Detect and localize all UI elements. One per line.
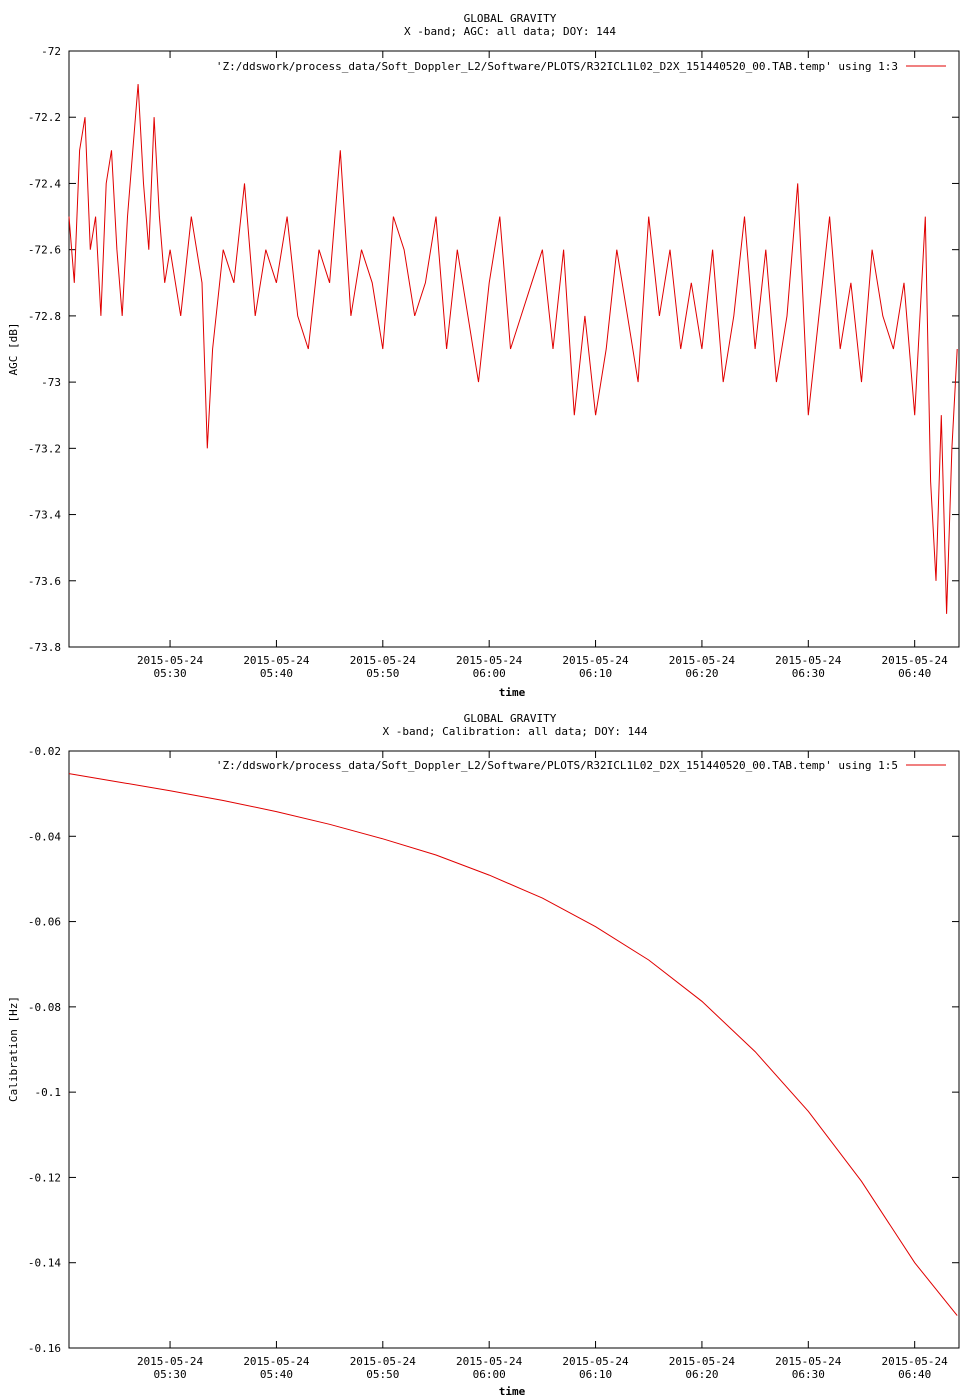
- agc-chart: GLOBAL GRAVITY X -band; AGC: all data; D…: [7, 12, 960, 699]
- legend-label: 'Z:/ddswork/process_data/Soft_Doppler_L2…: [216, 759, 898, 772]
- plot-frame: [68, 750, 960, 1349]
- x-tick-label-time: 05:40: [260, 667, 293, 680]
- x-tick-label-date: 2015-05-24: [350, 654, 417, 667]
- x-tick-label-time: 06:30: [792, 1368, 825, 1381]
- y-tick-label: -73.4: [28, 509, 61, 522]
- y-tick-label: -0.02: [28, 745, 61, 758]
- x-tick-label-date: 2015-05-24: [137, 1355, 204, 1368]
- y-tick-label: -0.16: [28, 1342, 61, 1355]
- y-tick-label: -0.06: [28, 916, 61, 929]
- x-tick-label-time: 05:30: [153, 667, 186, 680]
- x-axis-ticks: 2015-05-2405:302015-05-2405:402015-05-24…: [137, 51, 948, 680]
- y-tick-label: -0.14: [28, 1257, 61, 1270]
- x-axis-ticks: 2015-05-2405:302015-05-2405:402015-05-24…: [137, 751, 948, 1381]
- x-tick-label-date: 2015-05-24: [243, 654, 310, 667]
- y-tick-label: -0.08: [28, 1001, 61, 1014]
- x-tick-label-time: 06:20: [685, 667, 718, 680]
- x-tick-label-date: 2015-05-24: [137, 654, 204, 667]
- x-tick-label-date: 2015-05-24: [350, 1355, 417, 1368]
- y-tick-label: -72.2: [28, 111, 61, 124]
- agc-series-line: [68, 84, 958, 614]
- y-tick-label: -72.6: [28, 244, 61, 257]
- chart-subtitle: X -band; Calibration: all data; DOY: 144: [383, 725, 648, 738]
- x-tick-label-time: 06:00: [473, 1368, 506, 1381]
- x-tick-label-date: 2015-05-24: [456, 654, 523, 667]
- y-tick-label: -73.8: [28, 641, 61, 654]
- x-tick-label-time: 06:30: [792, 667, 825, 680]
- x-tick-label-date: 2015-05-24: [775, 654, 842, 667]
- y-tick-label: -0.12: [28, 1171, 61, 1184]
- y-tick-label: -72: [41, 45, 61, 58]
- x-tick-label-date: 2015-05-24: [775, 1355, 842, 1368]
- legend: 'Z:/ddswork/process_data/Soft_Doppler_L2…: [216, 60, 946, 73]
- x-tick-label-time: 06:20: [685, 1368, 718, 1381]
- x-tick-label-date: 2015-05-24: [669, 654, 736, 667]
- x-tick-label-time: 06:00: [473, 667, 506, 680]
- plot-frame: [68, 50, 960, 648]
- x-tick-label-time: 06:10: [579, 1368, 612, 1381]
- y-tick-label: -0.1: [35, 1086, 62, 1099]
- y-axis-ticks: -0.02 -0.04 -0.06 -0.08 -0.1 -0.12 -0.14 -0.16: [28, 745, 959, 1355]
- x-tick-label-time: 05:40: [260, 1368, 293, 1381]
- x-tick-label-time: 06:10: [579, 667, 612, 680]
- x-axis-label: time: [499, 1385, 526, 1398]
- y-tick-label: -72.4: [28, 177, 61, 190]
- calibration-chart: GLOBAL GRAVITY X -band; Calibration: all…: [7, 712, 960, 1398]
- x-tick-label-time: 05:50: [366, 667, 399, 680]
- y-axis-label: Calibration [Hz]: [7, 996, 20, 1102]
- y-tick-label: -0.04: [28, 830, 61, 843]
- chart-subtitle: X -band; AGC: all data; DOY: 144: [404, 25, 616, 38]
- y-tick-label: -72.8: [28, 310, 61, 323]
- x-tick-label-date: 2015-05-24: [562, 1355, 629, 1368]
- chart-title: GLOBAL GRAVITY: [464, 712, 557, 725]
- y-axis-ticks: -72 -72.2 -72.4 -72.6 -72.8 -73 -73.2 -73.4 -73.…: [28, 45, 959, 654]
- x-axis-label: time: [499, 686, 526, 699]
- x-tick-label-date: 2015-05-24: [882, 654, 949, 667]
- chart-title: GLOBAL GRAVITY: [464, 12, 557, 25]
- x-tick-label-time: 06:40: [898, 1368, 931, 1381]
- y-tick-label: -73.6: [28, 575, 61, 588]
- x-tick-label-time: 05:50: [366, 1368, 399, 1381]
- x-tick-label-time: 06:40: [898, 667, 931, 680]
- x-tick-label-date: 2015-05-24: [882, 1355, 949, 1368]
- x-tick-label-time: 05:30: [153, 1368, 186, 1381]
- x-tick-label-date: 2015-05-24: [456, 1355, 523, 1368]
- x-tick-label-date: 2015-05-24: [562, 654, 629, 667]
- y-axis-label: AGC [dB]: [7, 323, 20, 376]
- y-tick-label: -73: [41, 376, 61, 389]
- legend-label: 'Z:/ddswork/process_data/Soft_Doppler_L2…: [216, 60, 898, 73]
- x-tick-label-date: 2015-05-24: [243, 1355, 310, 1368]
- y-tick-label: -73.2: [28, 442, 61, 455]
- x-tick-label-date: 2015-05-24: [669, 1355, 736, 1368]
- calibration-series-line: [68, 773, 958, 1316]
- legend: 'Z:/ddswork/process_data/Soft_Doppler_L2…: [216, 759, 946, 772]
